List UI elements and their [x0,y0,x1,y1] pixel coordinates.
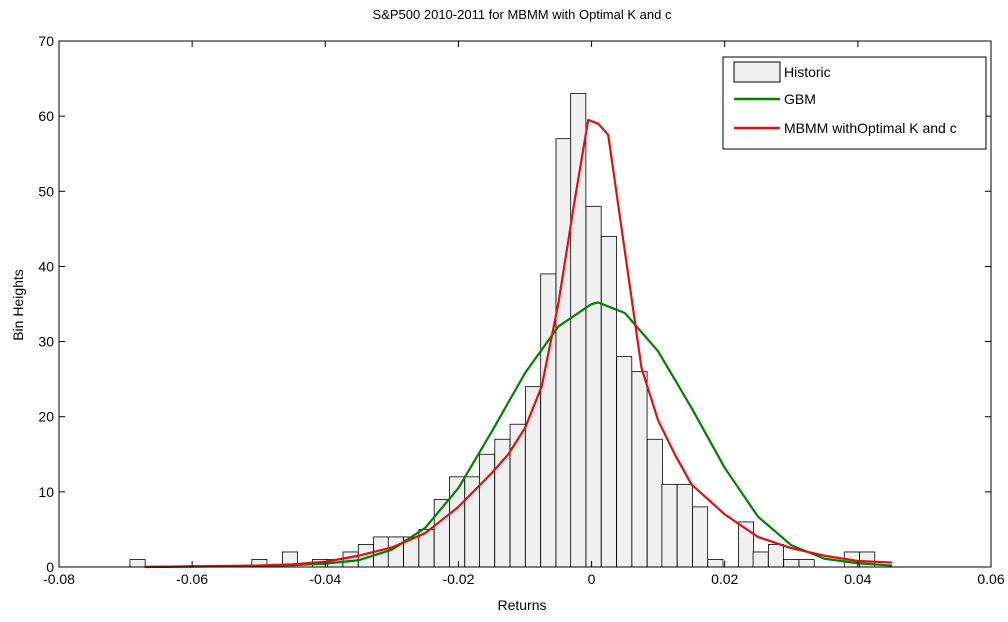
histogram-bar [661,483,678,568]
histogram-bar [570,93,587,568]
y-tick-label: 20 [38,409,54,425]
histogram-bar [631,371,648,568]
histogram-bar [129,559,146,568]
histogram-bar [692,506,709,568]
x-tick-label: 0 [588,571,596,587]
y-tick-label: 0 [46,559,54,575]
histogram-bar [494,438,511,568]
y-tick-label: 10 [38,484,54,500]
histogram-bar [767,544,784,568]
histogram-bar [616,356,633,568]
histogram-bar [387,536,404,568]
histogram-bar [783,559,800,568]
histogram-bar [798,559,815,568]
histogram-bar [676,483,693,568]
x-tick-label: -0.08 [43,571,75,587]
chart-title: S&P500 2010-2011 for MBMM with Optimal K… [373,7,672,22]
mbmm-line [144,118,893,569]
legend-swatch-historic [733,61,781,83]
histogram-bar [464,476,481,568]
fit-lines [144,118,893,569]
y-tick-label: 50 [38,183,54,199]
x-axis-label: Returns [497,597,546,613]
histogram-bar [509,423,526,568]
legend-label-historic: Historic [784,64,831,80]
histogram-bar [707,559,724,568]
histogram-bar [524,386,541,568]
x-tick-label: -0.02 [442,571,474,587]
y-tick-label: 40 [38,258,54,274]
y-tick-label: 60 [38,108,54,124]
histogram-bar [600,235,617,568]
x-tick-label: -0.06 [176,571,208,587]
plot-area-frame [58,40,992,568]
histogram-bar [752,551,769,568]
legend-label-gbm: GBM [784,91,816,107]
y-tick-label: 70 [38,33,54,49]
histogram-bar [585,205,602,568]
x-tick-label: 0.04 [844,571,871,587]
histogram-bar [555,138,572,568]
y-tick-label: 30 [38,334,54,350]
x-axis-ticks: -0.08 -0.06 -0.04 -0.02 0 0.02 0.04 0.06 [43,41,1005,587]
legend-label-mbmm: MBMM withOptimal K and c [784,120,957,136]
histogram-bar [646,438,663,568]
x-tick-label: -0.04 [309,571,341,587]
y-axis-ticks: 0 10 20 30 40 50 60 70 [38,33,991,575]
x-tick-label: 0.06 [977,571,1004,587]
legend: Historic GBM MBMM withOptimal K and c [722,56,987,150]
y-axis-label: Bin Heights [10,269,26,341]
x-tick-label: 0.02 [711,571,738,587]
histogram-bar [540,273,557,568]
